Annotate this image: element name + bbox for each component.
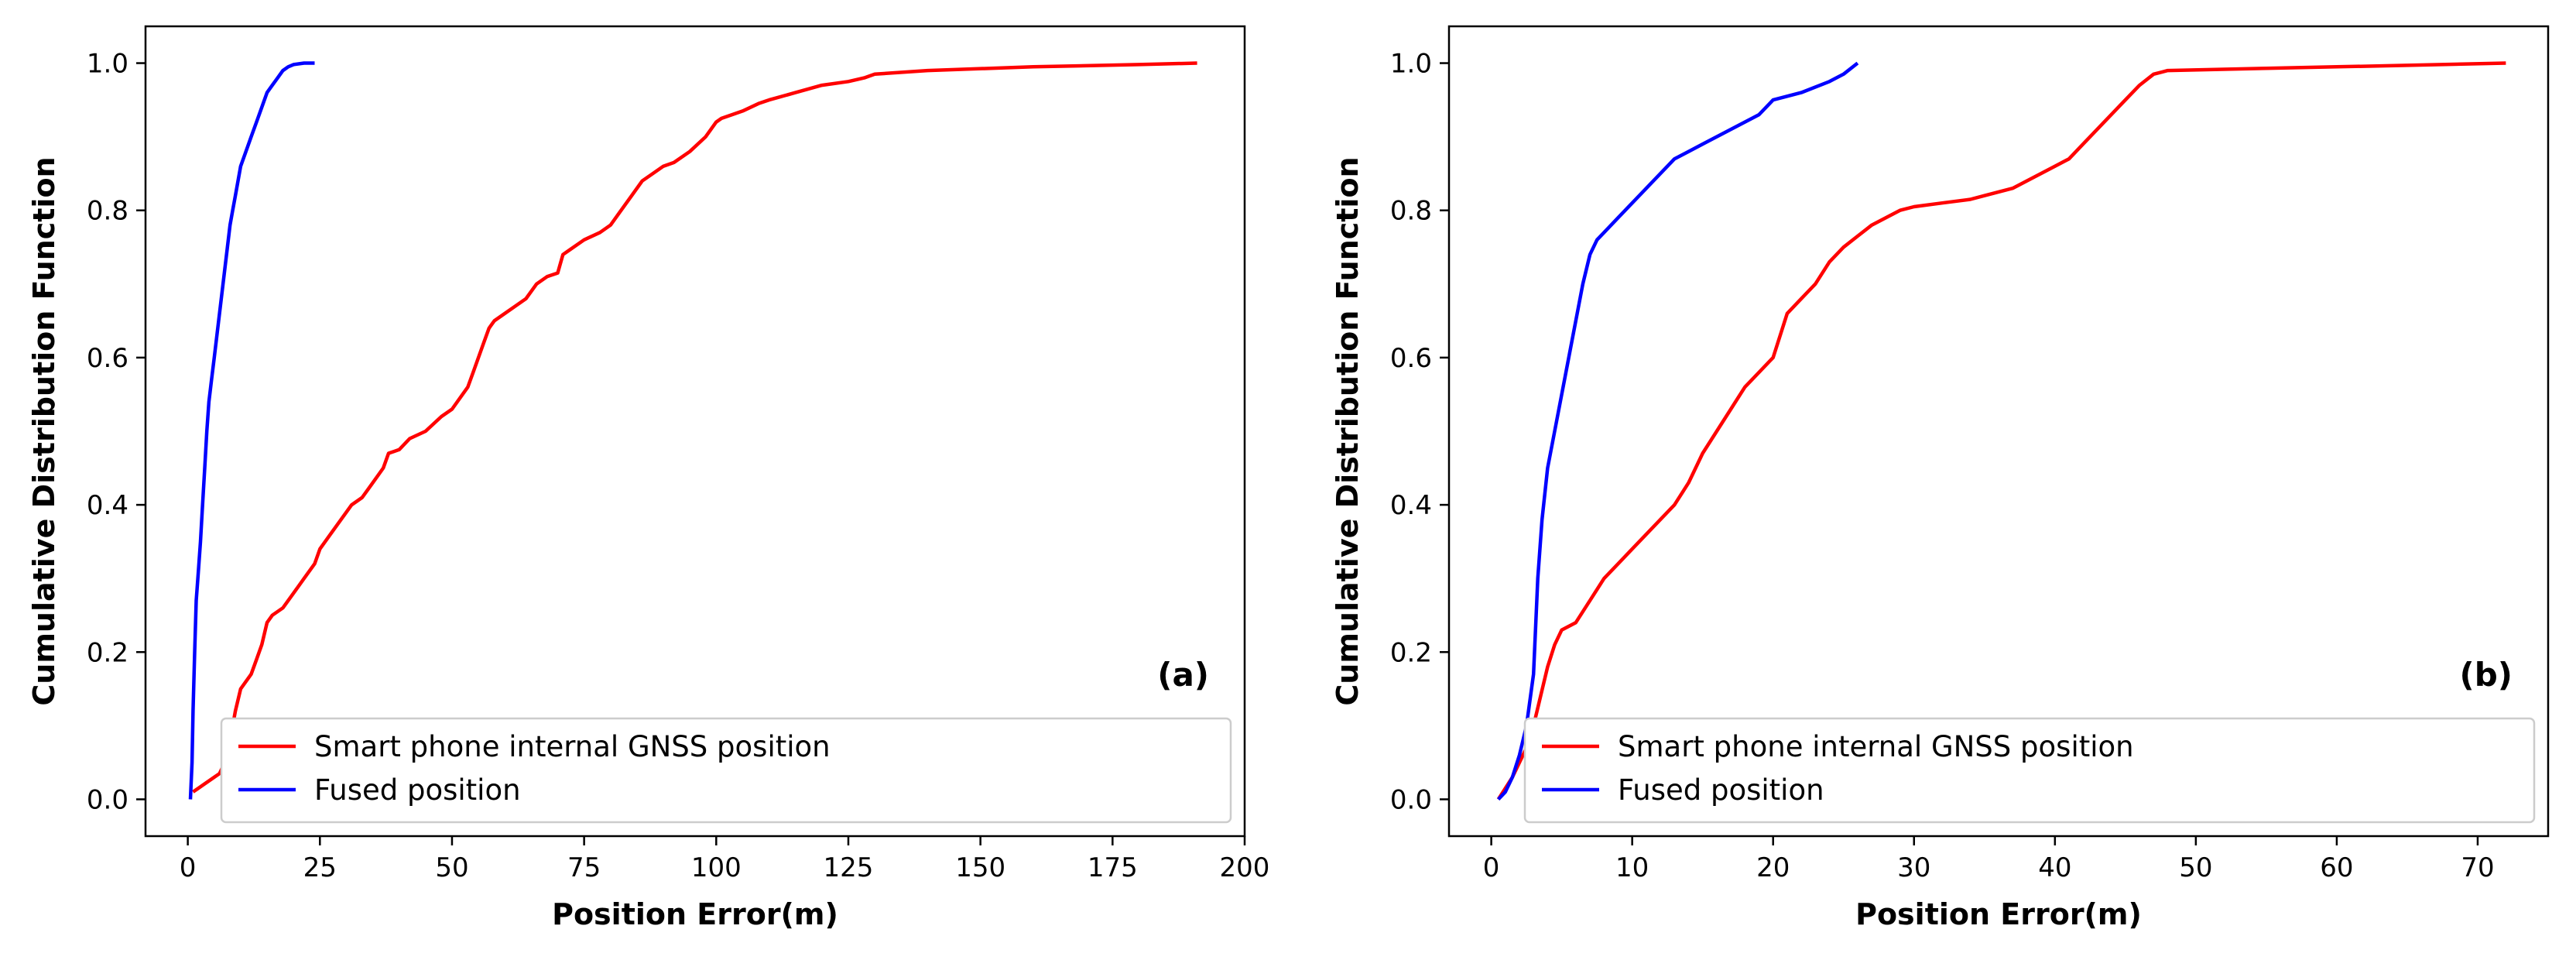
legend-label: Fused position	[1618, 773, 1824, 807]
legend-box	[220, 717, 1232, 824]
panel-label: (a)	[1157, 656, 1209, 694]
legend: Smart phone internal GNSS position Fused …	[1523, 717, 2536, 824]
axes-frame	[144, 25, 1246, 838]
x-tick-label: 75	[567, 852, 601, 883]
x-axis-title: Position Error(m)	[552, 897, 838, 931]
chart-panel-b: 0 10 20 30 40 50 60 70 0.0 0.2 0.4 0.6 0.8 1.0 Positio…	[1331, 25, 2550, 931]
y-tick-label: 0.6	[87, 343, 128, 374]
x-tick-label: 50	[2179, 852, 2212, 883]
legend: Smart phone internal GNSS position Fused …	[220, 717, 1232, 824]
x-tick-label: 150	[955, 852, 1005, 883]
x-tick-label: 60	[2320, 852, 2353, 883]
legend-box	[1523, 717, 2536, 824]
x-tick-label: 100	[691, 852, 742, 883]
panel-label: (b)	[2460, 656, 2513, 694]
y-tick-label: 0.0	[1390, 784, 1432, 815]
y-tick-label: 0.4	[1390, 490, 1432, 521]
y-tick-label: 0.2	[1390, 637, 1432, 668]
series-line-smart-phone-internal-gnss-position	[1496, 61, 2506, 801]
y-tick-label: 0.6	[1390, 343, 1432, 374]
x-tick-label: 50	[435, 852, 468, 883]
y-axis-title: Cumulative Distribution Function	[27, 156, 61, 705]
x-tick-label: 25	[303, 852, 337, 883]
y-tick-label: 0.0	[87, 784, 128, 815]
x-tick-label: 10	[1615, 852, 1649, 883]
axes-frame	[1447, 25, 2550, 838]
series-line-smart-phone-internal-gnss-position	[192, 61, 1197, 794]
y-tick-label: 0.8	[1390, 196, 1432, 227]
x-tick-label: 175	[1088, 852, 1138, 883]
x-tick-label: 0	[1483, 852, 1500, 883]
y-tick-label: 1.0	[1390, 49, 1432, 80]
legend-label: Smart phone internal GNSS position	[1618, 730, 2134, 763]
x-tick-label: 70	[2461, 852, 2494, 883]
y-tick-label: 1.0	[87, 49, 128, 80]
series-line-fused-position	[1497, 61, 1859, 801]
series-line-fused-position	[188, 61, 315, 800]
x-tick-label: 20	[1756, 852, 1790, 883]
y-tick-label: 0.8	[87, 196, 128, 227]
y-tick-label: 0.2	[87, 637, 128, 668]
chart-panel-a: 0 25 50 75 100 125 150 175 200 0.0 0.2 0.4 0.6 0.8 1.0…	[27, 25, 1270, 931]
x-tick-label: 125	[824, 852, 874, 883]
y-axis-title: Cumulative Distribution Function	[1331, 156, 1365, 705]
y-tick-label: 0.4	[87, 490, 128, 521]
x-tick-label: 0	[180, 852, 197, 883]
x-tick-label: 40	[2038, 852, 2071, 883]
x-axis-title: Position Error(m)	[1855, 897, 2142, 931]
x-tick-label: 200	[1220, 852, 1270, 883]
x-tick-label: 30	[1897, 852, 1930, 883]
legend-label: Fused position	[314, 773, 521, 807]
legend-label: Smart phone internal GNSS position	[314, 730, 831, 763]
